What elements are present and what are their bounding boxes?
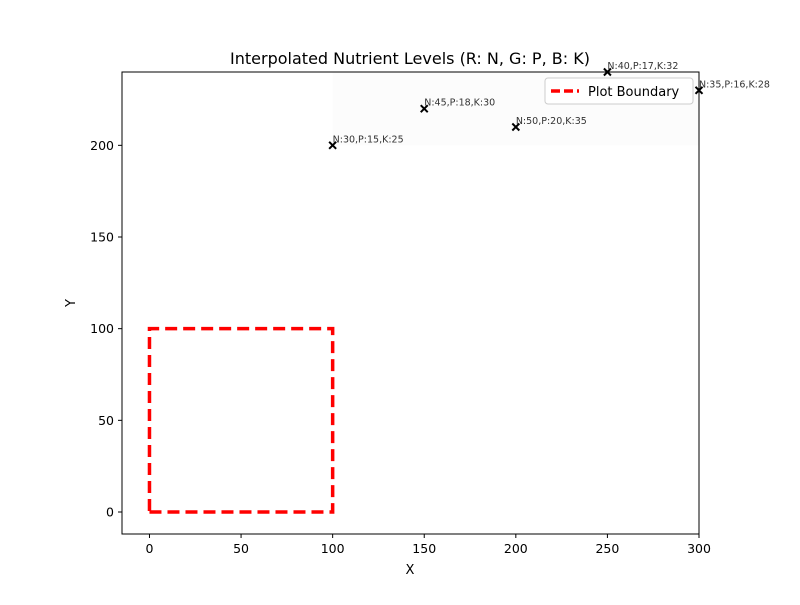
sample-label-0: N:30,P:15,K:25: [333, 134, 404, 145]
legend-box: [544, 77, 694, 105]
x-tick-250: 250: [595, 534, 619, 556]
y-tick-50: 50: [98, 413, 122, 428]
x-tick-label-300: 300: [687, 541, 711, 556]
x-tick-200: 200: [504, 534, 528, 556]
axes-background: [122, 72, 699, 534]
y-tick-150: 150: [90, 230, 122, 245]
y-tick-label-150: 150: [90, 230, 114, 245]
sample-label-1: N:45,P:18,K:30: [424, 98, 495, 109]
y-tick-200: 200: [90, 138, 122, 153]
legend: Plot Boundary: [544, 77, 694, 105]
x-tick-50: 50: [233, 534, 249, 556]
y-tick-label-0: 0: [106, 505, 114, 520]
x-tick-label-0: 0: [145, 541, 153, 556]
sample-marker-2-b: [511, 122, 521, 132]
x-tick-label-150: 150: [412, 541, 436, 556]
sample-points-layer: N:30,P:15,K:25 N:45,P:18,K:30 N:50,P:20,K:…: [328, 61, 770, 150]
x-axis-label: X: [406, 563, 415, 578]
x-tick-300: 300: [687, 534, 711, 556]
y-axis-label: Y: [64, 299, 79, 308]
sample-marker-0-b: [328, 141, 337, 150]
sample-label-3: N:40,P:17,K:32: [607, 61, 678, 72]
sample-label-2: N:50,P:20,K:35: [516, 116, 587, 127]
plot-area: N:30,P:15,K:25 N:45,P:18,K:30 N:50,P:20,K:…: [121, 61, 770, 535]
x-tick-150: 150: [412, 534, 436, 556]
y-tick-0: 0: [106, 505, 122, 520]
y-axis-ticks: 0 50 100 150 200: [90, 138, 122, 520]
sample-marker-1-b: [420, 104, 429, 113]
y-tick-label-200: 200: [90, 138, 114, 153]
y-tick-label-100: 100: [90, 321, 114, 336]
x-tick-label-100: 100: [321, 541, 345, 556]
plot-boundary-line: [147, 326, 335, 514]
sample-point-2: N:50,P:20,K:35: [511, 116, 587, 132]
sample-label-4: N:35,P:16,K:28: [699, 79, 770, 90]
chart-title: Interpolated Nutrient Levels (R: N, G: P…: [230, 49, 590, 68]
axes-frame: [121, 71, 700, 535]
y-tick-label-50: 50: [98, 413, 114, 428]
legend-label-plot-boundary: Plot Boundary: [588, 85, 680, 100]
x-tick-label-250: 250: [595, 541, 619, 556]
x-tick-100: 100: [321, 534, 345, 556]
x-tick-label-50: 50: [233, 541, 249, 556]
x-tick-label-200: 200: [504, 541, 528, 556]
y-tick-100: 100: [90, 321, 122, 336]
x-tick-0: 0: [145, 534, 153, 556]
sample-point-1: N:45,P:18,K:30: [420, 98, 495, 113]
x-axis-ticks: 0 50 100 150 200 250 300: [145, 534, 711, 556]
sample-point-0: N:30,P:15,K:25: [328, 134, 404, 150]
